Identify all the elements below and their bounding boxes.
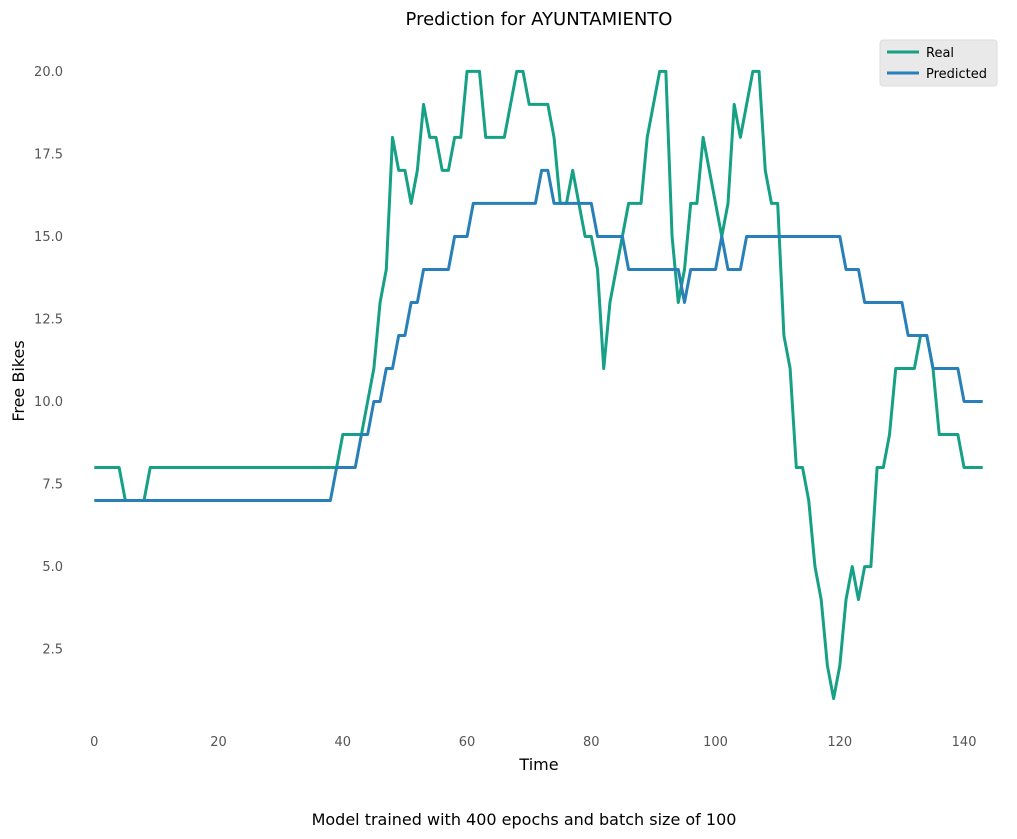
x-tick-label: 120 [827,735,852,750]
x-axis-label: Time [518,755,558,774]
series-line-predicted [94,168,983,503]
y-axis-label: Free Bikes [9,340,28,421]
y-tick-label: 15.0 [34,230,63,245]
chart-title: Prediction for AYUNTAMIENTO [406,9,673,30]
legend-label-real: Real [926,46,954,61]
x-tick-label: 80 [583,735,600,750]
y-tick-label: 17.5 [34,147,63,162]
x-tick-label: 100 [703,735,728,750]
series-lines [94,69,983,701]
legend-label-predicted: Predicted [926,67,987,82]
x-tick-label: 20 [210,735,227,750]
x-tick-label: 140 [952,735,977,750]
legend: Real Predicted [879,39,998,87]
series-line-real [94,69,983,701]
x-axis-ticks: 0 20 40 60 80 100 120 140 [90,735,976,750]
figure-caption: Model trained with 400 epochs and batch … [312,810,737,829]
x-tick-label: 40 [335,735,352,750]
y-tick-label: 7.5 [42,478,63,493]
y-tick-label: 20.0 [34,65,63,80]
x-tick-label: 0 [90,735,98,750]
x-tick-label: 60 [459,735,476,750]
y-tick-label: 5.0 [42,560,63,575]
y-tick-label: 12.5 [34,312,63,327]
y-tick-label: 2.5 [42,643,63,658]
y-tick-label: 10.0 [34,395,63,410]
y-axis-ticks: 2.5 5.0 7.5 10.0 12.5 15.0 17.5 20.0 [34,65,63,658]
